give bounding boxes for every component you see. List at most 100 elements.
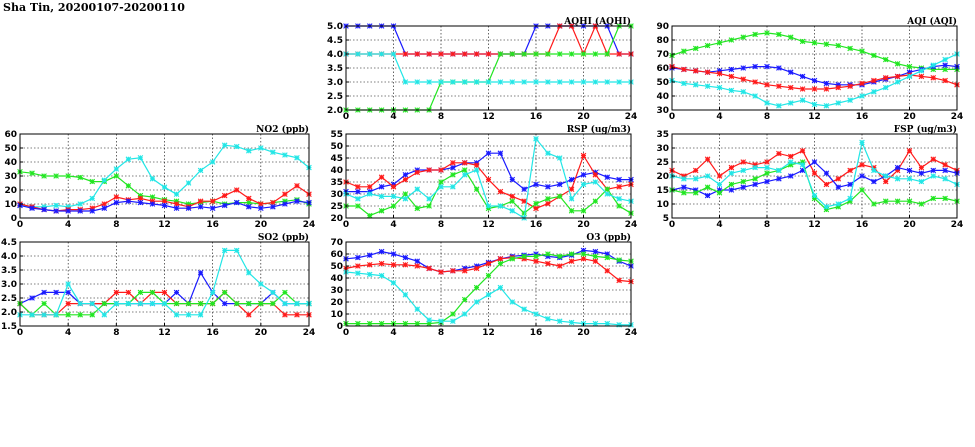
- data-point-green: [787, 162, 794, 168]
- x-tick-label: 12: [158, 220, 171, 230]
- data-point-red: [799, 148, 806, 154]
- x-tick-label: 20: [903, 112, 916, 122]
- data-point-red: [787, 84, 794, 91]
- data-point-green: [509, 256, 516, 262]
- data-point-blue: [604, 251, 611, 257]
- data-point-cyan: [604, 191, 611, 197]
- data-point-green: [882, 198, 889, 204]
- data-point-red: [580, 256, 587, 262]
- data-point-cyan: [366, 51, 373, 57]
- data-point-red: [728, 164, 735, 171]
- data-point-red: [414, 263, 421, 269]
- data-point-red: [604, 268, 611, 274]
- data-point-cyan: [521, 79, 527, 85]
- y-tick-label: 25: [330, 202, 343, 212]
- data-point-red: [485, 51, 492, 57]
- data-point-blue: [509, 176, 516, 183]
- data-point-green: [521, 51, 527, 57]
- data-point-cyan: [787, 100, 794, 106]
- data-point-cyan: [294, 300, 300, 307]
- data-point-blue: [764, 178, 770, 185]
- data-point-blue: [77, 208, 83, 214]
- y-tick-label: 40: [4, 158, 17, 168]
- x-tick-label: 12: [482, 112, 495, 122]
- data-point-blue: [811, 159, 818, 165]
- data-point-green: [882, 56, 889, 63]
- x-tick-label: 20: [903, 220, 916, 230]
- data-point-red: [716, 173, 723, 179]
- data-point-green: [740, 34, 747, 40]
- y-tick-label: 15: [656, 186, 669, 196]
- y-tick-label: 60: [4, 130, 17, 140]
- data-point-cyan: [246, 270, 252, 276]
- data-point-green: [545, 196, 551, 202]
- chart-title: AQI (AQI): [906, 16, 957, 27]
- data-point-green: [185, 201, 192, 207]
- data-point-blue: [402, 254, 409, 261]
- data-point-cyan: [616, 79, 622, 85]
- x-tick-label: 16: [206, 220, 219, 230]
- data-point-red: [592, 172, 599, 178]
- data-point-cyan: [125, 156, 132, 162]
- data-point-red: [882, 75, 889, 81]
- data-point-blue: [209, 205, 216, 211]
- data-point-red: [197, 198, 204, 204]
- data-point-green: [871, 201, 877, 207]
- data-point-cyan: [41, 204, 47, 210]
- data-point-red: [692, 167, 699, 174]
- data-point-cyan: [233, 247, 240, 254]
- data-point-cyan: [592, 179, 599, 185]
- data-point-green: [533, 51, 539, 57]
- data-point-blue: [799, 73, 806, 80]
- data-point-blue: [704, 192, 711, 199]
- data-point-cyan: [173, 312, 180, 318]
- data-point-cyan: [209, 159, 216, 165]
- data-point-green: [871, 52, 877, 59]
- data-point-cyan: [461, 172, 468, 178]
- x-tick-label: 0: [343, 112, 349, 122]
- data-point-cyan: [580, 79, 587, 85]
- x-tick-label: 8: [113, 220, 119, 230]
- data-point-red: [764, 82, 770, 88]
- data-point-blue: [604, 174, 611, 180]
- y-tick-label: 20: [330, 214, 343, 224]
- data-point-red: [930, 75, 937, 81]
- data-point-cyan: [568, 319, 575, 326]
- data-point-green: [378, 208, 385, 214]
- data-point-red: [426, 51, 432, 57]
- data-point-green: [930, 195, 937, 202]
- data-point-red: [871, 164, 877, 171]
- data-point-red: [161, 198, 168, 204]
- chart-title: O3 (ppb): [586, 232, 631, 243]
- data-point-red: [533, 258, 539, 264]
- data-point-red: [137, 195, 144, 202]
- data-point-red: [740, 76, 747, 82]
- data-point-blue: [716, 187, 723, 193]
- data-point-blue: [366, 252, 373, 258]
- data-point-blue: [221, 300, 228, 307]
- data-point-cyan: [906, 73, 913, 80]
- data-point-blue: [270, 204, 276, 210]
- data-point-red: [390, 184, 397, 190]
- x-tick-label: 8: [438, 220, 444, 230]
- data-point-red: [378, 174, 385, 180]
- data-point-green: [473, 284, 480, 291]
- data-point-green: [716, 40, 723, 46]
- data-point-cyan: [197, 167, 204, 174]
- data-point-green: [811, 40, 818, 46]
- data-point-blue: [859, 173, 865, 179]
- x-tick-label: 0: [669, 220, 675, 230]
- data-point-cyan: [149, 176, 156, 182]
- data-point-green: [101, 300, 108, 307]
- data-point-blue: [65, 289, 71, 296]
- data-point-red: [473, 162, 480, 168]
- data-point-cyan: [604, 320, 611, 327]
- data-point-cyan: [246, 148, 252, 154]
- data-point-green: [556, 193, 563, 200]
- data-point-blue: [53, 208, 59, 214]
- data-point-blue: [811, 77, 818, 84]
- data-point-cyan: [823, 204, 830, 210]
- data-point-cyan: [355, 51, 361, 57]
- data-point-red: [811, 86, 818, 92]
- y-tick-label: 50: [656, 78, 669, 88]
